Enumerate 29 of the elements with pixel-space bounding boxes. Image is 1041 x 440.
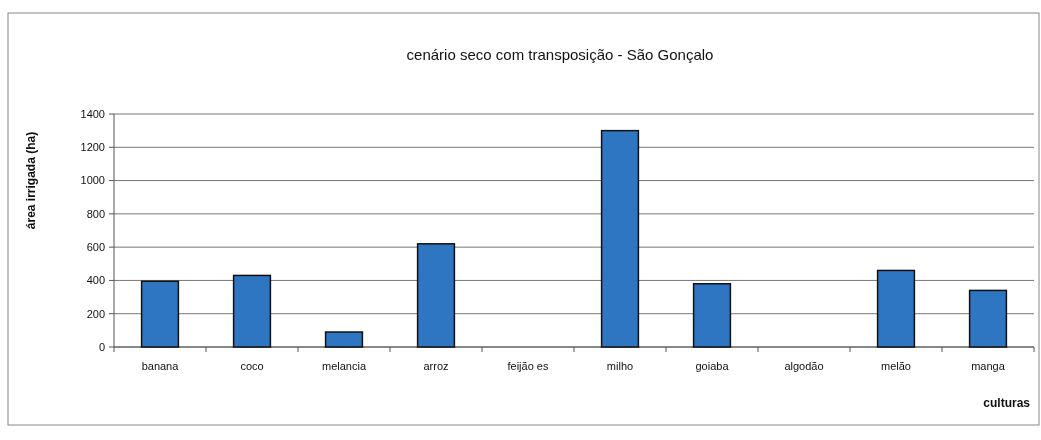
y-tick-label: 800 (86, 207, 105, 220)
bar (324, 331, 364, 348)
bar (968, 289, 1008, 348)
x-tick-label: arroz (423, 360, 449, 372)
y-tick-label: 1200 (80, 141, 105, 154)
x-tick-label: melão (881, 360, 911, 372)
y-tick-label: 1400 (80, 107, 105, 120)
bar (692, 283, 732, 348)
bar (232, 274, 272, 348)
y-tick-label: 200 (86, 307, 105, 320)
x-tick-label: coco (240, 360, 264, 372)
x-tick-label: melancia (321, 360, 367, 372)
bar (600, 129, 640, 348)
bar (876, 269, 916, 348)
x-tick-label: feijão es (507, 360, 549, 372)
y-tick-label: 1000 (80, 174, 105, 187)
x-tick-label: algodão (784, 360, 824, 372)
bar (140, 280, 180, 348)
bar (416, 243, 456, 348)
y-tick-label: 400 (86, 274, 105, 287)
y-tick-label: 600 (86, 240, 105, 253)
x-tick-label: manga (971, 360, 1006, 372)
y-tick-label: 0 (98, 340, 105, 353)
y-axis-title: área irrigada (ha) (24, 131, 38, 230)
chart-title: cenário seco com transposição - São Gonçalo (406, 46, 714, 63)
x-axis-title: culturas (983, 396, 1031, 410)
x-tick-label: banana (141, 360, 180, 372)
x-tick-label: milho (606, 360, 634, 372)
x-tick-label: goiaba (695, 360, 730, 372)
